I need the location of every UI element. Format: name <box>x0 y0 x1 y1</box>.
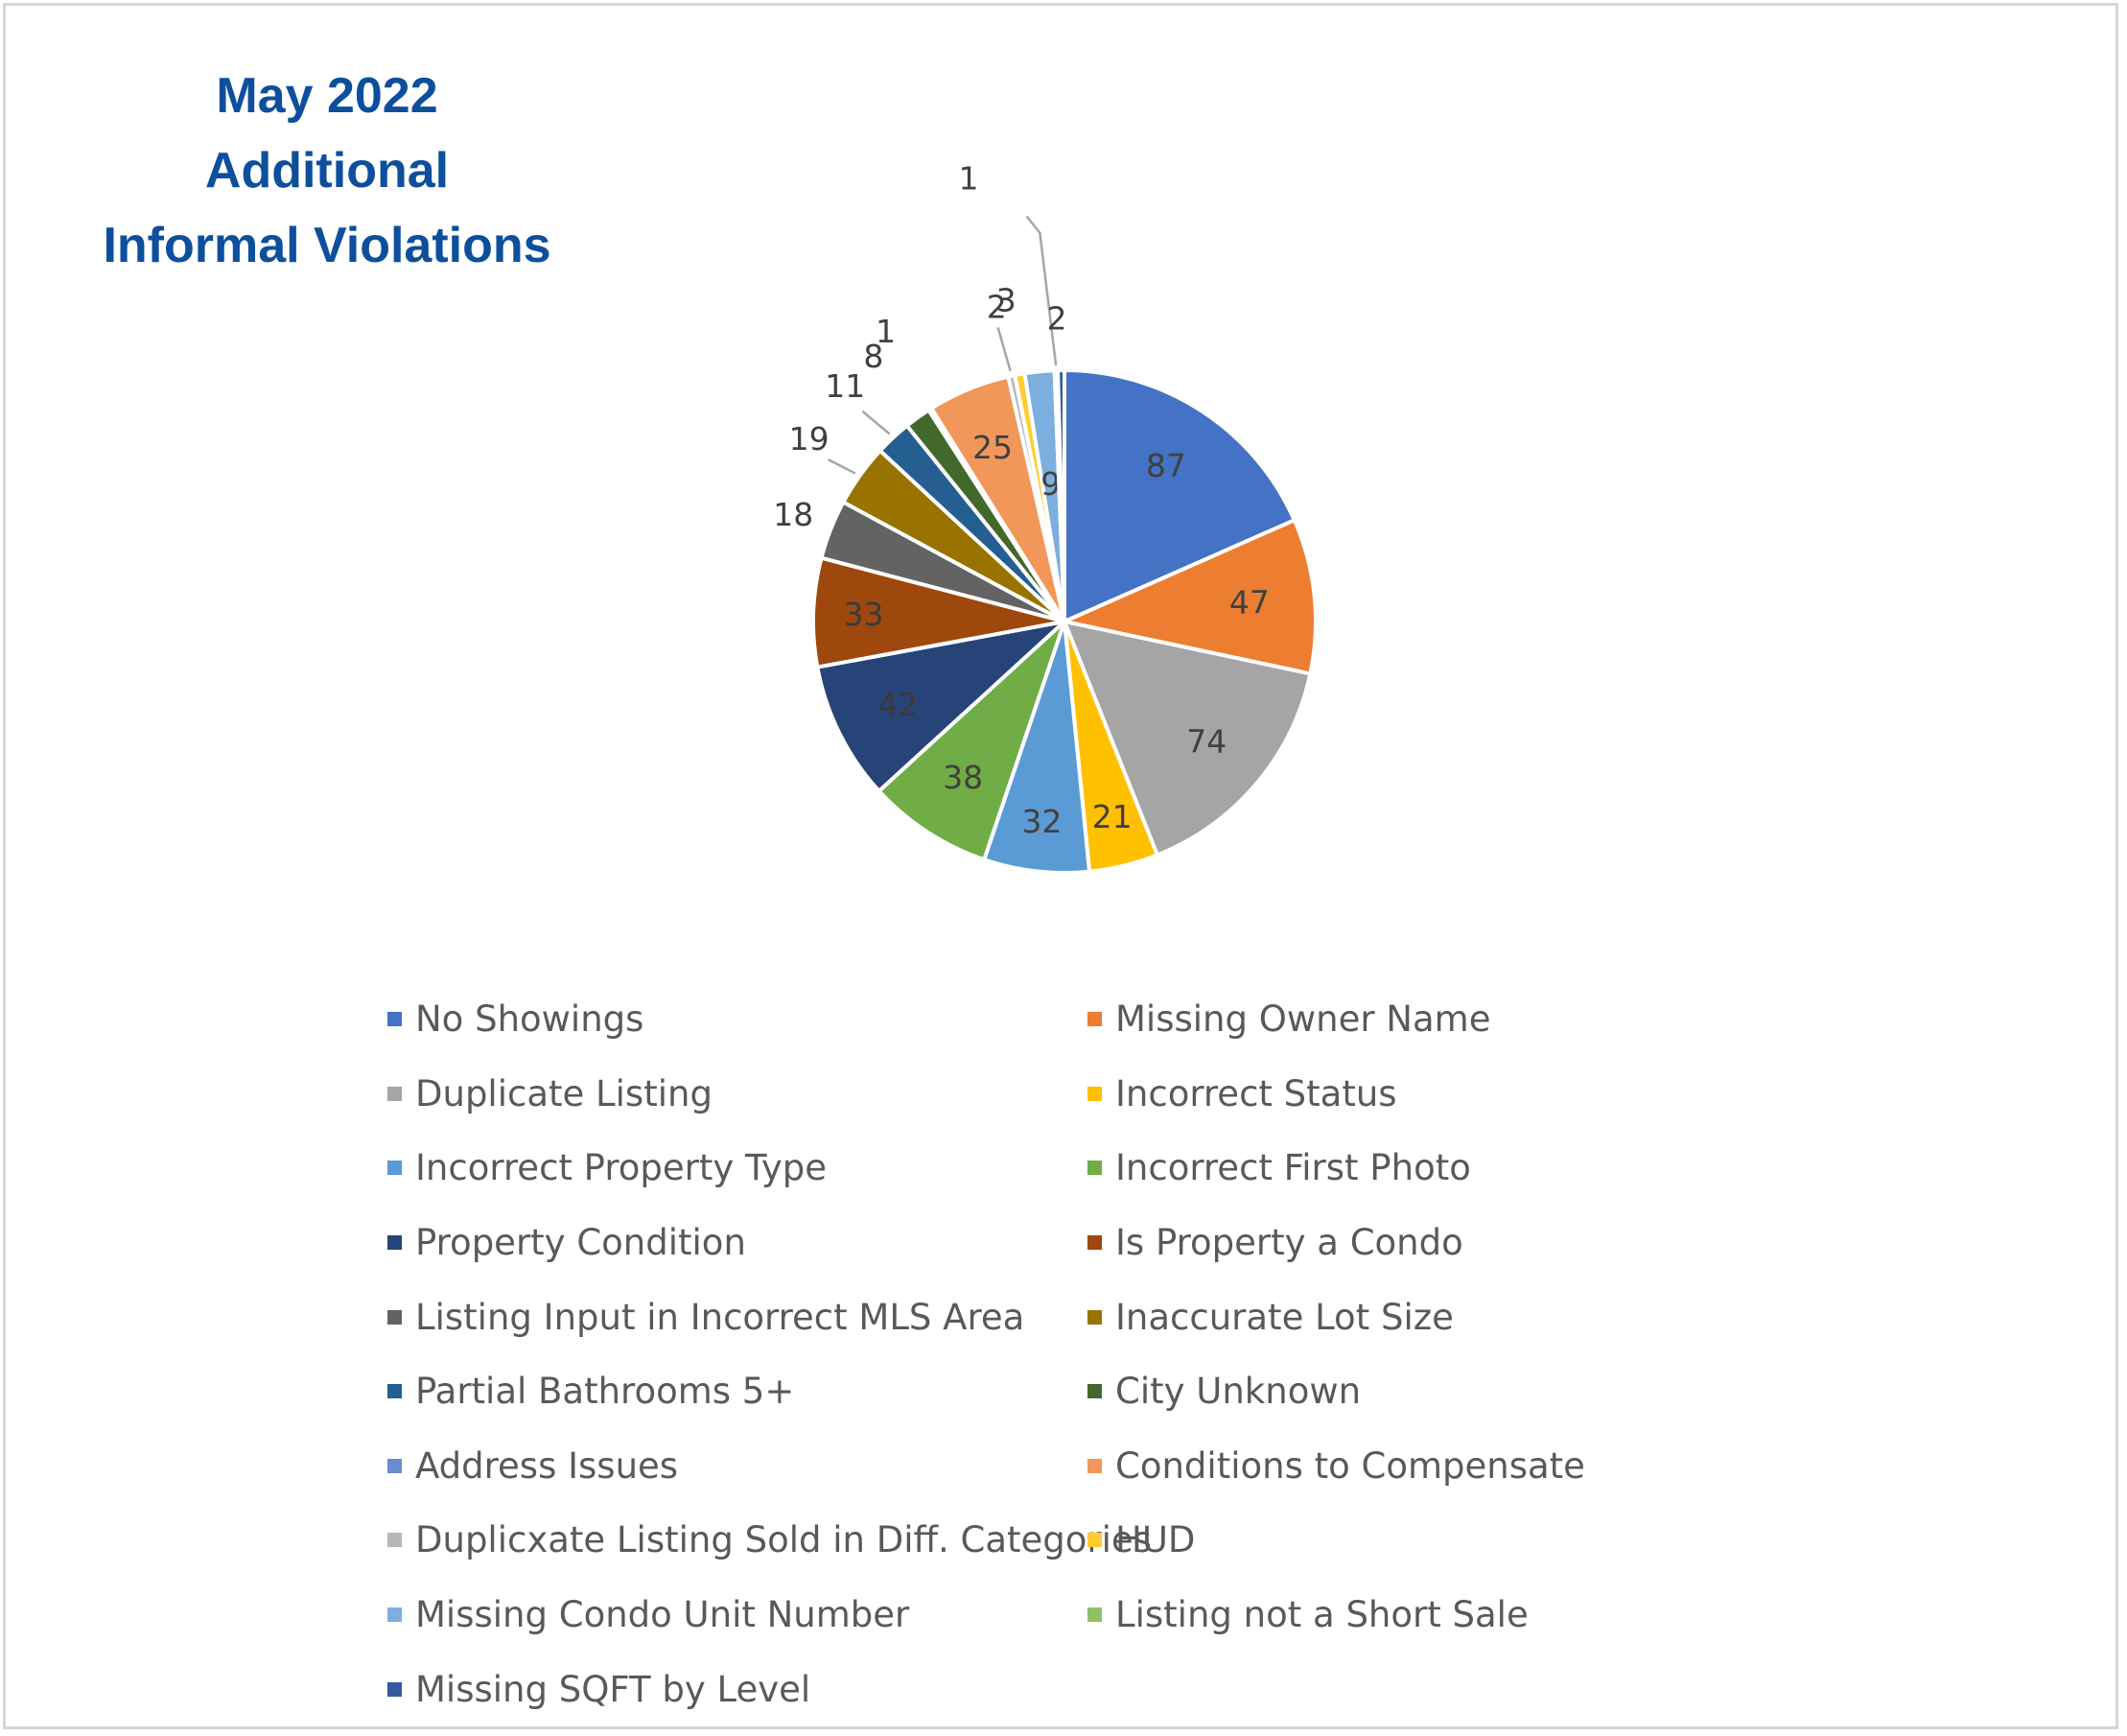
legend-item-duplicxate-listing-sold-in-diff-categories: Duplicxate Listing Sold in Diff. Categor… <box>387 1503 1152 1578</box>
legend-label: Address Issues <box>415 1444 679 1487</box>
pie-slice-is-property-a-condo <box>811 555 1065 669</box>
slice-value-label-listing-not-a-short-sale: 1 <box>959 160 979 198</box>
legend-label: Duplicate Listing <box>415 1072 713 1114</box>
legend-swatch <box>387 1086 402 1101</box>
legend-item-conditions-to-compensate: Conditions to Compensate <box>1087 1429 1788 1504</box>
legend-label: No Showings <box>415 998 644 1041</box>
legend-swatch <box>387 1681 402 1697</box>
slice-value-label-duplicxate-listing-sold-in-diff-categories: 2 <box>987 289 1007 326</box>
pie-slice-duplicate-listing <box>1061 619 1313 858</box>
legend-item-missing-owner-name: Missing Owner Name <box>1087 982 1788 1057</box>
legend-label: Listing not a Short Sale <box>1115 1594 1529 1636</box>
legend-label: HUD <box>1115 1519 1196 1561</box>
legend-item-incorrect-status: Incorrect Status <box>1087 1057 1788 1132</box>
legend-swatch <box>1087 1384 1102 1399</box>
legend-item-listing-not-a-short-sale: Listing not a Short Sale <box>1087 1578 1788 1653</box>
legend-item-incorrect-property-type: Incorrect Property Type <box>387 1131 1087 1206</box>
legend-item-partial-bathrooms-5: Partial Bathrooms 5+ <box>387 1354 1087 1429</box>
legend-swatch <box>387 1309 402 1325</box>
slice-value-label-missing-condo-unit-number: 9 <box>1040 465 1061 503</box>
slice-value-label-city-unknown: 8 <box>863 338 883 375</box>
legend-label: Listing Input in Incorrect MLS Area <box>415 1296 1025 1338</box>
legend-label: Duplicxate Listing Sold in Diff. Categor… <box>415 1519 1152 1561</box>
leader-line-inaccurate-lot-size <box>828 457 856 475</box>
slice-value-label-listing-input-in-incorrect-mls-area: 18 <box>773 496 813 533</box>
leader-line-duplicxate-listing-sold-in-diff-categories <box>996 327 1012 372</box>
leader-line-partial-bathrooms-5 <box>861 410 891 435</box>
chart-title: May 2022 Additional Informal Violations <box>103 68 551 273</box>
legend-item-is-property-a-condo: Is Property a Condo <box>1087 1206 1788 1280</box>
pie-slice-incorrect-property-type <box>981 621 1092 875</box>
legend-swatch <box>1087 1086 1102 1101</box>
pie-slice-no-showings <box>1063 367 1297 625</box>
legend-label: Inaccurate Lot Size <box>1115 1296 1454 1338</box>
pie-slice-missing-sqft-by-level <box>1055 367 1066 622</box>
legend-swatch <box>387 1235 402 1251</box>
slice-value-label-incorrect-status: 21 <box>1092 798 1133 835</box>
legend-label: Partial Bathrooms 5+ <box>415 1371 795 1413</box>
legend-swatch <box>387 1607 402 1623</box>
legend-item-inaccurate-lot-size: Inaccurate Lot Size <box>1087 1279 1788 1354</box>
legend-swatch <box>387 1012 402 1027</box>
legend-item-incorrect-first-photo: Incorrect First Photo <box>1087 1131 1788 1206</box>
legend-label: Incorrect Status <box>1115 1072 1397 1114</box>
legend-item-city-unknown: City Unknown <box>1087 1354 1788 1429</box>
legend-item-missing-sqft-by-level: Missing SQFT by Level <box>387 1652 1087 1726</box>
legend-item-hud: HUD <box>1087 1503 1788 1578</box>
pie-slice-missing-owner-name <box>1058 517 1318 676</box>
legend-item-duplicate-listing: Duplicate Listing <box>387 1057 1087 1132</box>
legend-item-listing-input-in-incorrect-mls-area: Listing Input in Incorrect MLS Area <box>387 1279 1087 1354</box>
legend-swatch <box>1087 1458 1102 1473</box>
slice-value-label-partial-bathrooms-5: 11 <box>825 367 865 405</box>
slice-value-label-missing-owner-name: 47 <box>1229 584 1270 622</box>
slice-value-label-is-property-a-condo: 33 <box>844 596 884 633</box>
pie-slice-property-condition <box>815 618 1071 794</box>
legend-label: Incorrect First Photo <box>1115 1147 1471 1189</box>
legend: No Showings Missing Owner Name Duplicate L… <box>387 982 1826 1726</box>
legend-swatch <box>387 1384 402 1399</box>
legend-item-no-showings: No Showings <box>387 982 1087 1057</box>
slice-value-label-duplicate-listing: 74 <box>1186 723 1227 761</box>
legend-swatch <box>1087 1012 1102 1027</box>
legend-label: Incorrect Property Type <box>415 1147 827 1189</box>
slice-value-label-hud: 3 <box>996 281 1017 318</box>
slice-value-label-no-showings: 87 <box>1146 447 1186 484</box>
legend-swatch <box>1087 1235 1102 1251</box>
slice-value-label-conditions-to-compensate: 25 <box>972 429 1013 466</box>
legend-label: Missing Owner Name <box>1115 998 1491 1041</box>
legend-swatch <box>387 1458 402 1473</box>
legend-label: Missing SQFT by Level <box>415 1668 811 1710</box>
legend-swatch <box>1087 1309 1102 1325</box>
legend-swatch <box>387 1161 402 1176</box>
legend-label: Missing Condo Unit Number <box>415 1594 910 1636</box>
chart-frame: May 2022 Additional Informal Violations … <box>3 3 2118 1729</box>
legend-label: Is Property a Condo <box>1115 1222 1463 1264</box>
slice-value-label-missing-sqft-by-level: 2 <box>1047 300 1067 338</box>
legend-label: Conditions to Compensate <box>1115 1444 1585 1487</box>
legend-swatch <box>1087 1607 1102 1623</box>
slice-value-label-inaccurate-lot-size: 19 <box>789 420 830 457</box>
slice-value-label-property-condition: 42 <box>877 686 918 723</box>
legend-item-missing-condo-unit-number: Missing Condo Unit Number <box>387 1578 1087 1653</box>
slice-value-label-incorrect-first-photo: 38 <box>943 759 983 796</box>
legend-label: City Unknown <box>1115 1371 1362 1413</box>
slice-value-label-incorrect-property-type: 32 <box>1021 803 1062 840</box>
legend-swatch <box>1087 1533 1102 1548</box>
slice-value-label-address-issues: 1 <box>876 313 896 350</box>
legend-label: Property Condition <box>415 1222 746 1264</box>
legend-item-address-issues: Address Issues <box>387 1429 1087 1504</box>
pie-slice-incorrect-first-photo <box>876 620 1066 862</box>
legend-swatch <box>387 1533 402 1548</box>
leader-line-listing-not-a-short-sale <box>1025 215 1058 366</box>
legend-item-property-condition: Property Condition <box>387 1206 1087 1280</box>
legend-swatch <box>1087 1161 1102 1176</box>
